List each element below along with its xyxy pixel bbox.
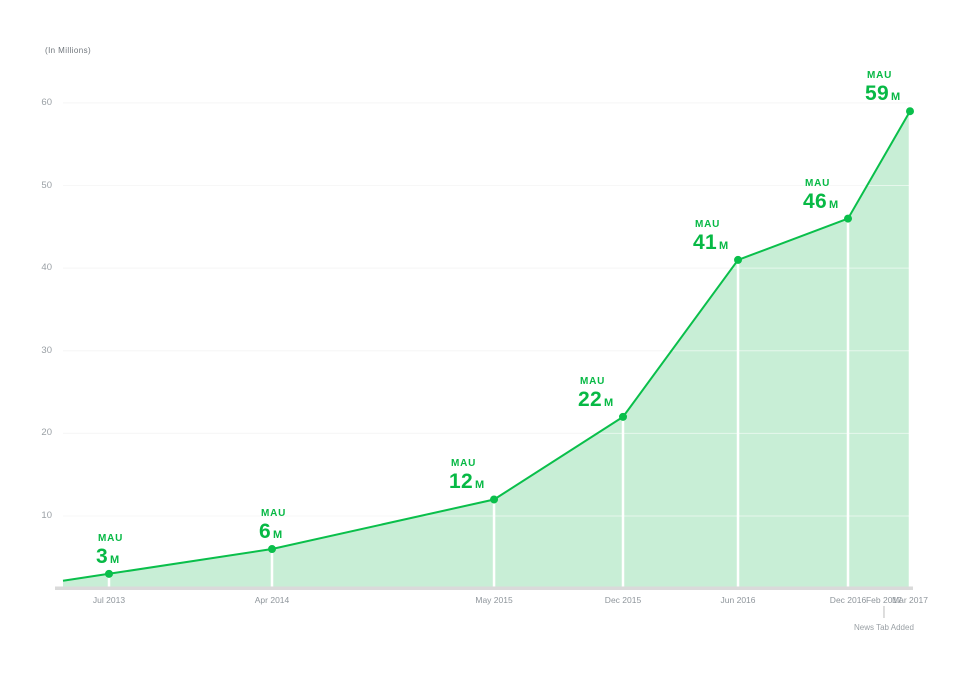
point-label-prefix: MAU xyxy=(261,508,287,520)
y-tick-label: 20 xyxy=(41,427,52,439)
y-axis-unit-label: (In Millions) xyxy=(45,46,92,55)
point-label-prefix: MAU xyxy=(867,70,893,82)
data-point-marker xyxy=(490,495,499,504)
point-label-suffix: M xyxy=(272,529,283,542)
series-line xyxy=(62,110,911,582)
point-label-suffix: M xyxy=(718,239,729,252)
point-label-suffix: M xyxy=(475,479,485,492)
x-tick-label: Dec 2016 xyxy=(829,595,867,605)
y-tick-label: 10 xyxy=(41,509,52,521)
x-tick-label: Dec 2015 xyxy=(604,595,642,605)
point-label-suffix: M xyxy=(603,396,614,409)
point-label: MAU 12 M xyxy=(449,458,485,494)
x-tick-label: Apr 2014 xyxy=(254,595,290,605)
point-label: MAU 6 M xyxy=(259,508,287,544)
data-point-marker xyxy=(906,107,914,116)
point-label: MAU 41 M xyxy=(693,218,729,254)
point-label-suffix: M xyxy=(890,91,901,104)
data-point-marker xyxy=(734,255,743,264)
y-tick-label: 60 xyxy=(41,96,52,108)
point-label: MAU 46 M xyxy=(803,177,839,213)
x-tick-label-annotation: Feb 2017 xyxy=(865,595,902,605)
point-label: MAU 22 M xyxy=(578,375,614,411)
point-label-prefix: MAU xyxy=(805,177,831,189)
area-fill xyxy=(63,111,910,589)
data-point-marker xyxy=(268,545,277,554)
y-tick-label: 30 xyxy=(41,344,52,356)
point-label-prefix: MAU xyxy=(98,532,124,544)
point-label-value: 41 M xyxy=(693,230,729,254)
point-label-prefix: MAU xyxy=(695,218,721,230)
point-label-value: 22 M xyxy=(578,387,614,411)
x-tick-label: Jun 2016 xyxy=(720,595,756,605)
y-tick-label: 40 xyxy=(41,262,52,274)
data-point-marker xyxy=(619,412,628,421)
y-tick-label: 50 xyxy=(41,179,52,191)
point-label-prefix: MAU xyxy=(580,375,606,387)
x-tick-label: Jul 2013 xyxy=(92,595,126,605)
x-tick-label: Mar 2017 xyxy=(892,595,928,605)
x-axis-baseline xyxy=(55,586,913,590)
point-label-suffix: M xyxy=(828,198,839,211)
data-point-marker xyxy=(844,214,853,223)
point-label-prefix: MAU xyxy=(451,458,477,470)
point-label: MAU 59 M xyxy=(865,70,901,106)
point-label-value: 59 M xyxy=(865,82,901,106)
point-label-value: 46 M xyxy=(803,189,839,213)
point-label-value: 12 M xyxy=(449,470,485,494)
point-label-suffix: M xyxy=(109,553,120,566)
point-label: MAU 3 M xyxy=(96,532,124,568)
data-point-marker xyxy=(105,569,113,578)
x-tick-label: May 2015 xyxy=(475,595,513,605)
annotation-note: News Tab Added xyxy=(854,623,914,632)
